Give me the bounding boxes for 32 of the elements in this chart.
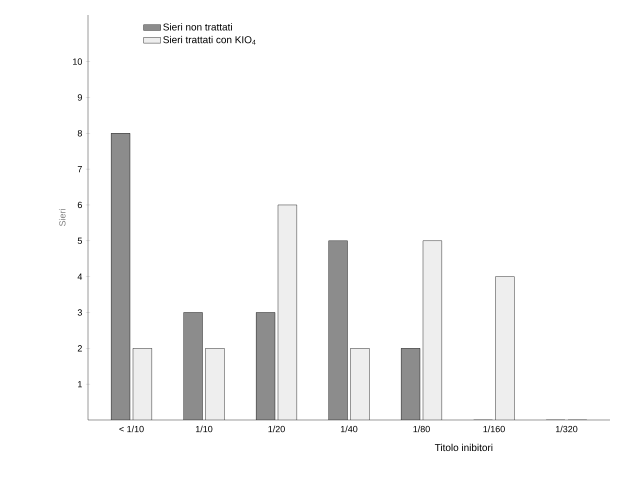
bar — [278, 204, 297, 420]
bar — [401, 348, 420, 420]
y-tick-label: 7 — [78, 166, 82, 172]
x-tick-label: 1/80 — [413, 426, 430, 432]
y-tick-label: 4 — [78, 274, 82, 280]
legend-label: Sieri non trattati — [163, 23, 232, 31]
bar — [328, 240, 348, 420]
x-tick-label: 1/10 — [196, 426, 212, 432]
bar — [205, 348, 224, 420]
y-tick-label: 9 — [78, 94, 82, 101]
x-tick-label: 1/160 — [483, 426, 505, 432]
x-tick-label: 1/320 — [556, 426, 578, 432]
y-axis-title: Sieri — [58, 209, 66, 226]
bar — [256, 312, 276, 420]
y-tick-label: 1 — [78, 381, 82, 388]
y-tick-label: 6 — [78, 202, 82, 208]
bar — [184, 312, 203, 420]
y-tick-label: 10 — [73, 58, 82, 65]
bar — [132, 348, 152, 420]
x-axis-title: Titolo inibitori — [434, 444, 492, 452]
x-tick-label: < 1/10 — [119, 426, 144, 432]
x-tick-label: 1/20 — [268, 426, 285, 432]
legend-label: Sieri trattati con KIO$_{4}$ — [163, 36, 256, 45]
y-tick-label: 3 — [78, 309, 82, 316]
x-tick-label: 1/40 — [340, 426, 358, 432]
y-tick-label: 5 — [78, 238, 82, 244]
y-tick-label: 8 — [78, 130, 82, 136]
bar — [495, 276, 514, 420]
y-tick-label: 2 — [78, 345, 82, 352]
bar — [111, 133, 130, 420]
bar — [350, 348, 370, 420]
bar — [422, 240, 442, 420]
